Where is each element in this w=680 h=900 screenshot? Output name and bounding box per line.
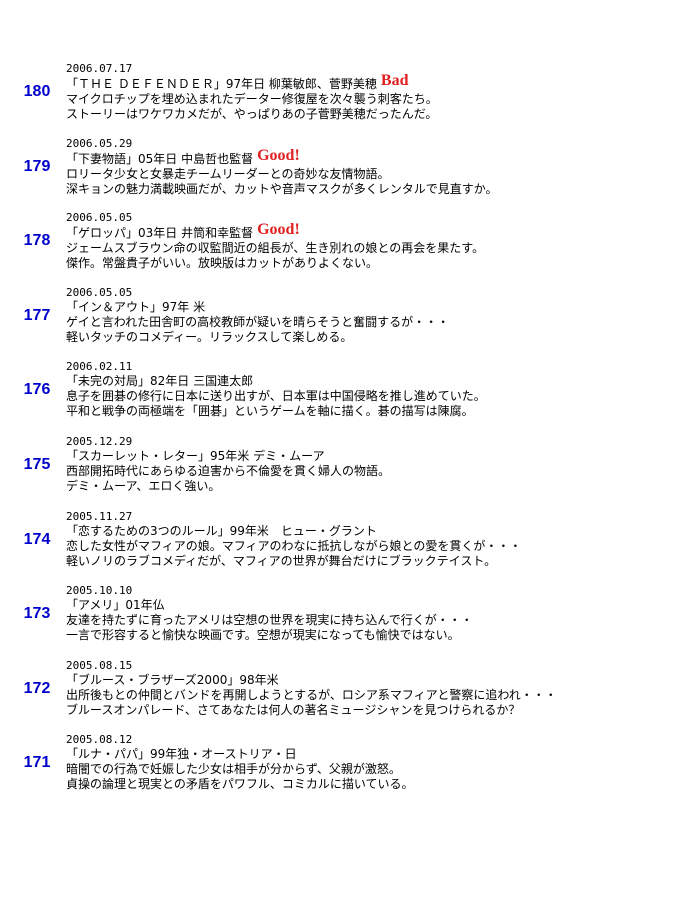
entry-date: 2006.05.05 bbox=[66, 211, 133, 225]
entry-date: 2005.10.10 bbox=[66, 584, 133, 598]
entry-title: 「ＴＨＥ ＤＥＦＥＮＤＥＲ」97年日 柳葉敏郎、菅野美穂 bbox=[66, 77, 377, 91]
entry-comment: 出所後もとの仲間とバンドを再開しようとするが、ロシア系マフィアと警察に追われ・・… bbox=[66, 687, 557, 702]
entry-date: 2006.05.05 bbox=[66, 285, 133, 299]
entry: 179 2006.05.29 「下妻物語」05年日 中島哲也監督 Good! ロリータ少… bbox=[0, 136, 680, 206]
entry-number: 176 bbox=[23, 381, 51, 399]
entry-comment: ブルースオンパレード、さてあなたは何人の著名ミュージシャンを見つけられるか？ bbox=[66, 702, 521, 717]
entry-title: 「恋するための3つのルール」99年米 ヒュー・グラント bbox=[66, 523, 377, 538]
entry-comment: ジェームスブラウン命の収監間近の組長が、生き別れの娘との再会を果たす。 bbox=[66, 241, 485, 256]
entry-title: 「イン＆アウト」97年 米 bbox=[66, 299, 206, 314]
entry-title: 「アメリ」01年仏 bbox=[66, 598, 165, 613]
entry-number: 171 bbox=[23, 754, 51, 772]
entry-date: 2005.08.15 bbox=[66, 658, 133, 672]
entry-title: 「ブルース・ブラザーズ2000」98年米 bbox=[66, 672, 279, 687]
entry-body: 2005.10.10 「アメリ」01年仏 友達を持たずに育ったアメリは空想の世界を現… bbox=[66, 583, 473, 643]
entry-comment: 友達を持たずに育ったアメリは空想の世界を現実に持ち込んで行くが・・・ bbox=[66, 613, 473, 628]
entry-comment: ゲイと言われた田舎町の高校教師が疑いを晴らそうと奮闘するが・・・ bbox=[66, 314, 450, 329]
entry-title-line: 「アメリ」01年仏 bbox=[66, 598, 473, 613]
entry-body: 2005.08.15 「ブルース・ブラザーズ2000」98年米 出所後もとの仲間とバ… bbox=[66, 658, 557, 718]
entry-title-line: 「未完の対局」82年日 三国連太郎 bbox=[66, 374, 486, 389]
entry-comment: 深キョンの魅力満載映画だが、カットや音声マスクが多くレンタルで見直すか。 bbox=[66, 181, 498, 196]
entry-title: 「ルナ・パパ」99年独・オーストリア・日 bbox=[66, 747, 297, 762]
entry: 172 2005.08.15 「ブルース・ブラザーズ2000」98年米 出所後もとの仲… bbox=[0, 658, 680, 728]
entry-comment: 息子を囲碁の修行に日本に送り出すが、日本軍は中国侵略を推し進めていた。 bbox=[66, 389, 486, 404]
entry-comment: 傑作。常盤貴子がいい。放映版はカットがありよくない。 bbox=[66, 256, 379, 271]
entry-title-line: 「イン＆アウト」97年 米 bbox=[66, 300, 449, 315]
entry-comment: 西部開拓時代にあらゆる迫害から不倫愛を貫く婦人の物語。 bbox=[66, 464, 391, 478]
entry-comment: ロリータ少女と女暴走チームリーダーとの奇妙な友情物語。 bbox=[66, 166, 390, 181]
entry-body: 2006.02.11 「未完の対局」82年日 三国連太郎 息子を囲碁の修行に日本に送… bbox=[66, 359, 486, 419]
entry-date: 2005.12.29 bbox=[66, 435, 133, 448]
entry-date: 2006.02.11 bbox=[66, 360, 133, 374]
entry-comment: ストーリーはワケワカメだが、やっぱりあの子菅野美穂だったんだ。 bbox=[66, 107, 438, 121]
entry-number: 172 bbox=[23, 679, 51, 697]
entry-date: 2005.08.12 bbox=[66, 733, 133, 747]
entry-comment: 暗闇での行為で妊娠した少女は相手が分からず、父親が激怒。 bbox=[66, 762, 401, 777]
entry-number: 175 bbox=[23, 456, 51, 473]
entry-body: 2005.12.29 「スカーレット・レター」95年米 デミ・ムーア 西部開拓時代に… bbox=[66, 434, 390, 494]
entry-comment: 貞操の論理と現実との矛盾をパワフル、コミカルに描いている。 bbox=[66, 777, 414, 792]
entry-title: 「未完の対局」82年日 三国連太郎 bbox=[66, 374, 254, 389]
entry-title: 「下妻物語」05年日 中島哲也監督 bbox=[66, 151, 254, 166]
entry-body: 2006.07.17 「ＴＨＥ ＤＥＦＥＮＤＥＲ」97年日 柳葉敏郎、菅野美穂 Ba… bbox=[66, 61, 438, 122]
entry-comment: 平和と戦争の両極端を「囲碁」というゲームを軸に描く。碁の描写は陳腐。 bbox=[66, 404, 474, 419]
entry-body: 2005.11.27 「恋するための3つのルール」99年米 ヒュー・グラント 恋した… bbox=[66, 509, 521, 569]
entry-comment: 恋した女性がマフィアの娘。マフィアのわなに抵抗しながら娘との愛を貫くが・・・ bbox=[66, 538, 522, 553]
entry-title-line: 「恋するための3つのルール」99年米 ヒュー・グラント bbox=[66, 524, 521, 539]
entry: 177 2006.05.05 「イン＆アウト」97年 米ゲイと言われた田舎町の高校教… bbox=[0, 285, 680, 355]
entry-number: 180 bbox=[23, 83, 51, 100]
entry-number: 173 bbox=[23, 605, 51, 623]
entry: 180 2006.07.17 「ＴＨＥ ＤＥＦＥＮＤＥＲ」97年日 柳葉敏郎、菅野美… bbox=[0, 61, 680, 131]
rating-badge: Good! bbox=[257, 146, 300, 164]
entry: 174 2005.11.27 「恋するための3つのルール」99年米 ヒュー・グラント… bbox=[0, 509, 680, 579]
entry-comment: 軽いノリのラブコメディだが、マフィアの世界が舞台だけにブラックテイスト。 bbox=[66, 553, 497, 568]
entry-comment: マイクロチップを埋め込まれたデーター修復屋を次々襲う刺客たち。 bbox=[66, 92, 438, 106]
entry-title-line: 「ルナ・パパ」99年独・オーストリア・日 bbox=[66, 747, 414, 762]
entry-number: 178 bbox=[23, 232, 51, 250]
entry-title: 「スカーレット・レター」95年米 デミ・ムーア bbox=[66, 449, 325, 463]
entry-number: 179 bbox=[23, 157, 51, 175]
entry-title-line: 「スカーレット・レター」95年米 デミ・ムーア bbox=[66, 449, 390, 464]
entry-comment: 軽いタッチのコメディー。リラックスして楽しめる。 bbox=[66, 329, 353, 344]
entry-date: 2006.05.29 bbox=[66, 136, 133, 150]
entry-comment: 一言で形容すると愉快な映画です。空想が現実になっても愉快ではない。 bbox=[66, 628, 460, 643]
entry: 173 2005.10.10 「アメリ」01年仏 友達を持たずに育ったアメリは空想の世… bbox=[0, 583, 680, 653]
rating-badge: Good! bbox=[257, 221, 300, 239]
entry-comment: デミ・ムーア、エロく強い。 bbox=[66, 479, 221, 493]
entry-title-line: 「ゲロッパ」03年日 井筒和幸監督 Good! bbox=[66, 222, 484, 241]
entry-body: 2005.08.12 「ルナ・パパ」99年独・オーストリア・日 暗闇での行為で妊娠し… bbox=[66, 732, 414, 792]
entry-number: 174 bbox=[23, 530, 51, 548]
entry-title-line: 「ＴＨＥ ＤＥＦＥＮＤＥＲ」97年日 柳葉敏郎、菅野美穂 Bad bbox=[66, 73, 438, 92]
entry-body: 2006.05.05 「ゲロッパ」03年日 井筒和幸監督 Good! ジェームスブラウ… bbox=[66, 210, 484, 271]
entry-body: 2006.05.29 「下妻物語」05年日 中島哲也監督 Good! ロリータ少女と女… bbox=[66, 136, 498, 197]
entry-title-line: 「下妻物語」05年日 中島哲也監督 Good! bbox=[66, 147, 498, 167]
rating-badge: Bad bbox=[380, 72, 409, 89]
entry-number: 177 bbox=[23, 306, 51, 324]
entry: 171 2005.08.12 「ルナ・パパ」99年独・オーストリア・日 暗闇での行為で… bbox=[0, 732, 680, 802]
entry-body: 2006.05.05 「イン＆アウト」97年 米ゲイと言われた田舎町の高校教師が疑… bbox=[66, 285, 449, 345]
entry: 178 2006.05.05 「ゲロッパ」03年日 井筒和幸監督 Good! ジェームス… bbox=[0, 210, 680, 280]
entry-title-line: 「ブルース・ブラザーズ2000」98年米 bbox=[66, 673, 557, 688]
entry: 176 2006.02.11 「未完の対局」82年日 三国連太郎 息子を囲碁の修行に日… bbox=[0, 359, 680, 429]
entry-date: 2005.11.27 bbox=[66, 509, 133, 523]
entry-title: 「ゲロッパ」03年日 井筒和幸監督 bbox=[66, 226, 254, 241]
entry-date: 2006.07.17 bbox=[66, 62, 133, 75]
entry: 175 2005.12.29 「スカーレット・レター」95年米 デミ・ムーア 西部開拓… bbox=[0, 434, 680, 504]
